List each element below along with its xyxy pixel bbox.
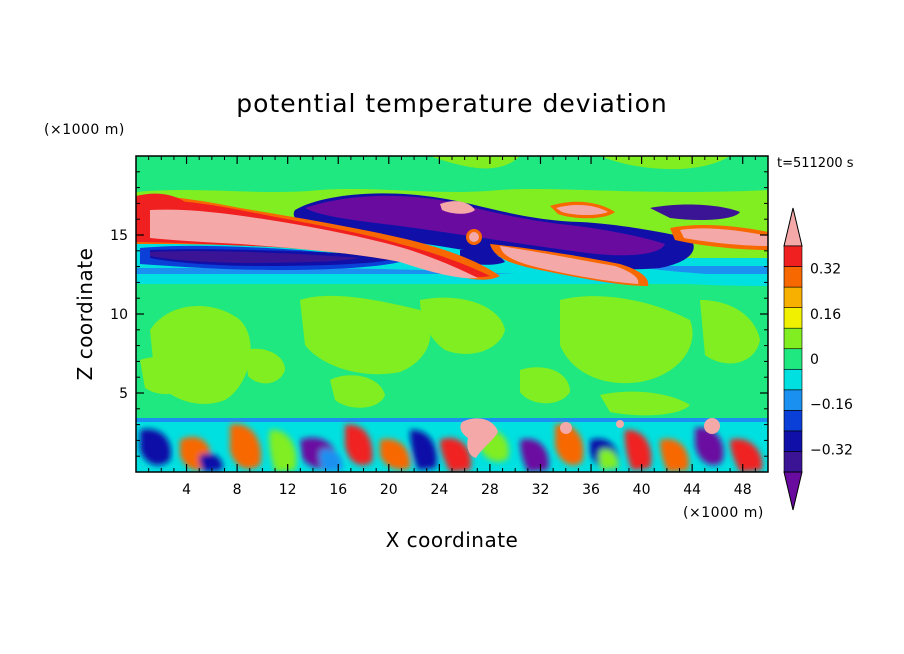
colorbar-swatch	[783, 245, 803, 267]
x-tick-label: 28	[481, 482, 499, 498]
y-tick-label: 10	[110, 307, 128, 323]
colorbar-swatch	[783, 327, 803, 350]
y-axis-label: Z coordinate	[73, 248, 97, 381]
colorbar-swatch	[783, 286, 803, 308]
positive-band	[136, 193, 768, 286]
colorbar-tick-label: 0.16	[810, 307, 841, 323]
x-tick-label: 8	[233, 482, 242, 498]
x-axis-label: X coordinate	[386, 528, 519, 552]
colorbar-swatch	[783, 266, 803, 288]
y-tick-label: 5	[119, 386, 128, 402]
x-tick-label: 48	[734, 482, 752, 498]
x-tick-label: 4	[182, 482, 191, 498]
x-tick-label: 36	[582, 482, 600, 498]
colorbar-swatch	[783, 410, 803, 432]
colorbar-tick-label: 0.32	[810, 262, 841, 278]
colorbar-extend-max	[783, 207, 803, 247]
colorbar-swatch	[783, 451, 803, 473]
x-tick-label: 20	[380, 482, 398, 498]
colorbar-swatch	[783, 348, 803, 370]
colorbar-swatch	[783, 389, 803, 411]
colorbar-swatch	[783, 430, 803, 452]
x-tick-label: 24	[430, 482, 448, 498]
boundary-layer	[136, 418, 768, 472]
x-tick-label: 32	[532, 482, 550, 498]
chart-title: potential temperature deviation	[236, 89, 667, 118]
colorbar-extend-min	[783, 471, 803, 511]
colorbar-tick-label: −0.32	[810, 442, 853, 458]
x-tick-label: 12	[279, 482, 297, 498]
time-label: t=511200 s	[777, 156, 854, 171]
x-tick-label: 44	[683, 482, 701, 498]
colorbar-tick-label: 0	[810, 352, 819, 368]
colorbar: −0.32 −0.16 0 0.16 0.32	[783, 207, 853, 511]
mid-level-patches	[136, 282, 768, 418]
negative-band	[140, 193, 740, 270]
contour-field	[136, 156, 768, 472]
colorbar-swatch	[783, 307, 803, 329]
y-tick-label: 15	[110, 228, 128, 244]
x-tick-label: 16	[329, 482, 347, 498]
x-axis-unit: (×1000 m)	[683, 505, 764, 521]
y-axis-unit: (×1000 m)	[44, 122, 125, 138]
colorbar-tick-label: −0.16	[810, 397, 853, 413]
colorbar-swatch	[783, 368, 803, 391]
x-tick-label: 40	[633, 482, 651, 498]
